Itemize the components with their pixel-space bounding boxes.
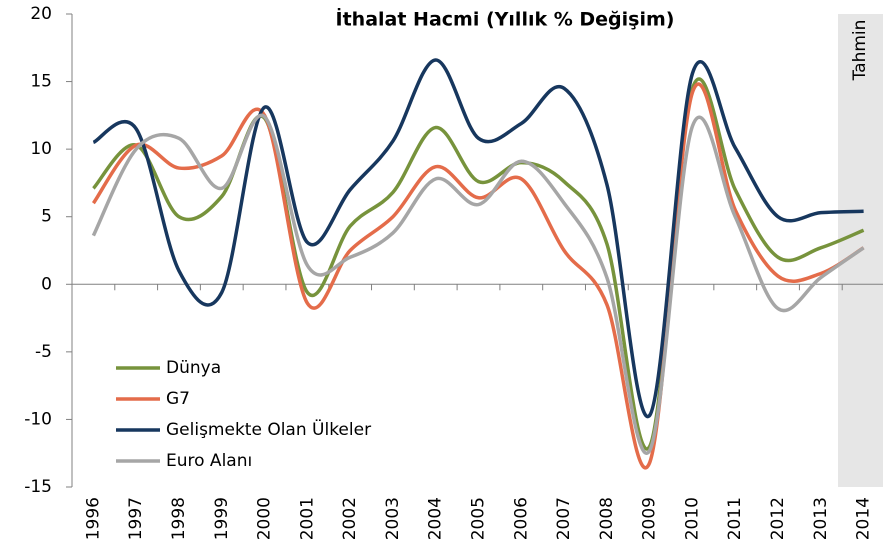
- legend-label: Dünya: [166, 358, 221, 378]
- x-tick-label: 2004: [426, 497, 446, 540]
- series-line: [92, 58, 864, 419]
- x-tick-label: 1999: [212, 497, 232, 540]
- y-tick-label: 15: [30, 72, 52, 92]
- y-tick-label: 0: [41, 274, 52, 294]
- y-tick-label: 5: [41, 207, 52, 227]
- x-tick-label: 2009: [640, 497, 660, 540]
- y-tick-label: -15: [24, 477, 52, 497]
- x-tick-label: 2014: [854, 497, 874, 540]
- y-tick-label: 10: [30, 139, 52, 159]
- x-tick-label: 1996: [83, 497, 103, 540]
- y-tick-label: 20: [30, 4, 52, 24]
- x-tick-label: 1998: [169, 497, 189, 540]
- chart-title: İthalat Hacmi (Yıllık % Değişim): [336, 7, 675, 31]
- x-tick-label: 2005: [469, 497, 489, 540]
- x-tick-label: 1997: [126, 497, 146, 540]
- x-tick-label: 2012: [768, 497, 788, 540]
- x-tick-label: 2006: [511, 497, 531, 540]
- x-tick-label: 2002: [340, 497, 360, 540]
- legend-label: G7: [166, 389, 190, 409]
- y-tick-label: -10: [24, 409, 52, 429]
- legend-label: Gelişmekte Olan Ülkeler: [166, 418, 371, 440]
- x-tick-label: 2011: [725, 497, 745, 540]
- x-tick-label: 2008: [597, 497, 617, 540]
- series-line: [91, 82, 865, 470]
- x-tick-label: 2010: [682, 497, 702, 540]
- annotation: Tahmin: [850, 20, 870, 82]
- x-tick-label: 2007: [554, 497, 574, 540]
- y-tick-label: -5: [35, 342, 52, 362]
- x-tick-label: 2001: [297, 497, 317, 540]
- series-line: [91, 113, 865, 455]
- x-tick-label: 2000: [255, 497, 275, 540]
- x-tick-label: 2013: [811, 497, 831, 540]
- series-line: [92, 77, 865, 451]
- x-tick-label: 2003: [383, 497, 403, 540]
- legend-label: Euro Alanı: [166, 451, 252, 471]
